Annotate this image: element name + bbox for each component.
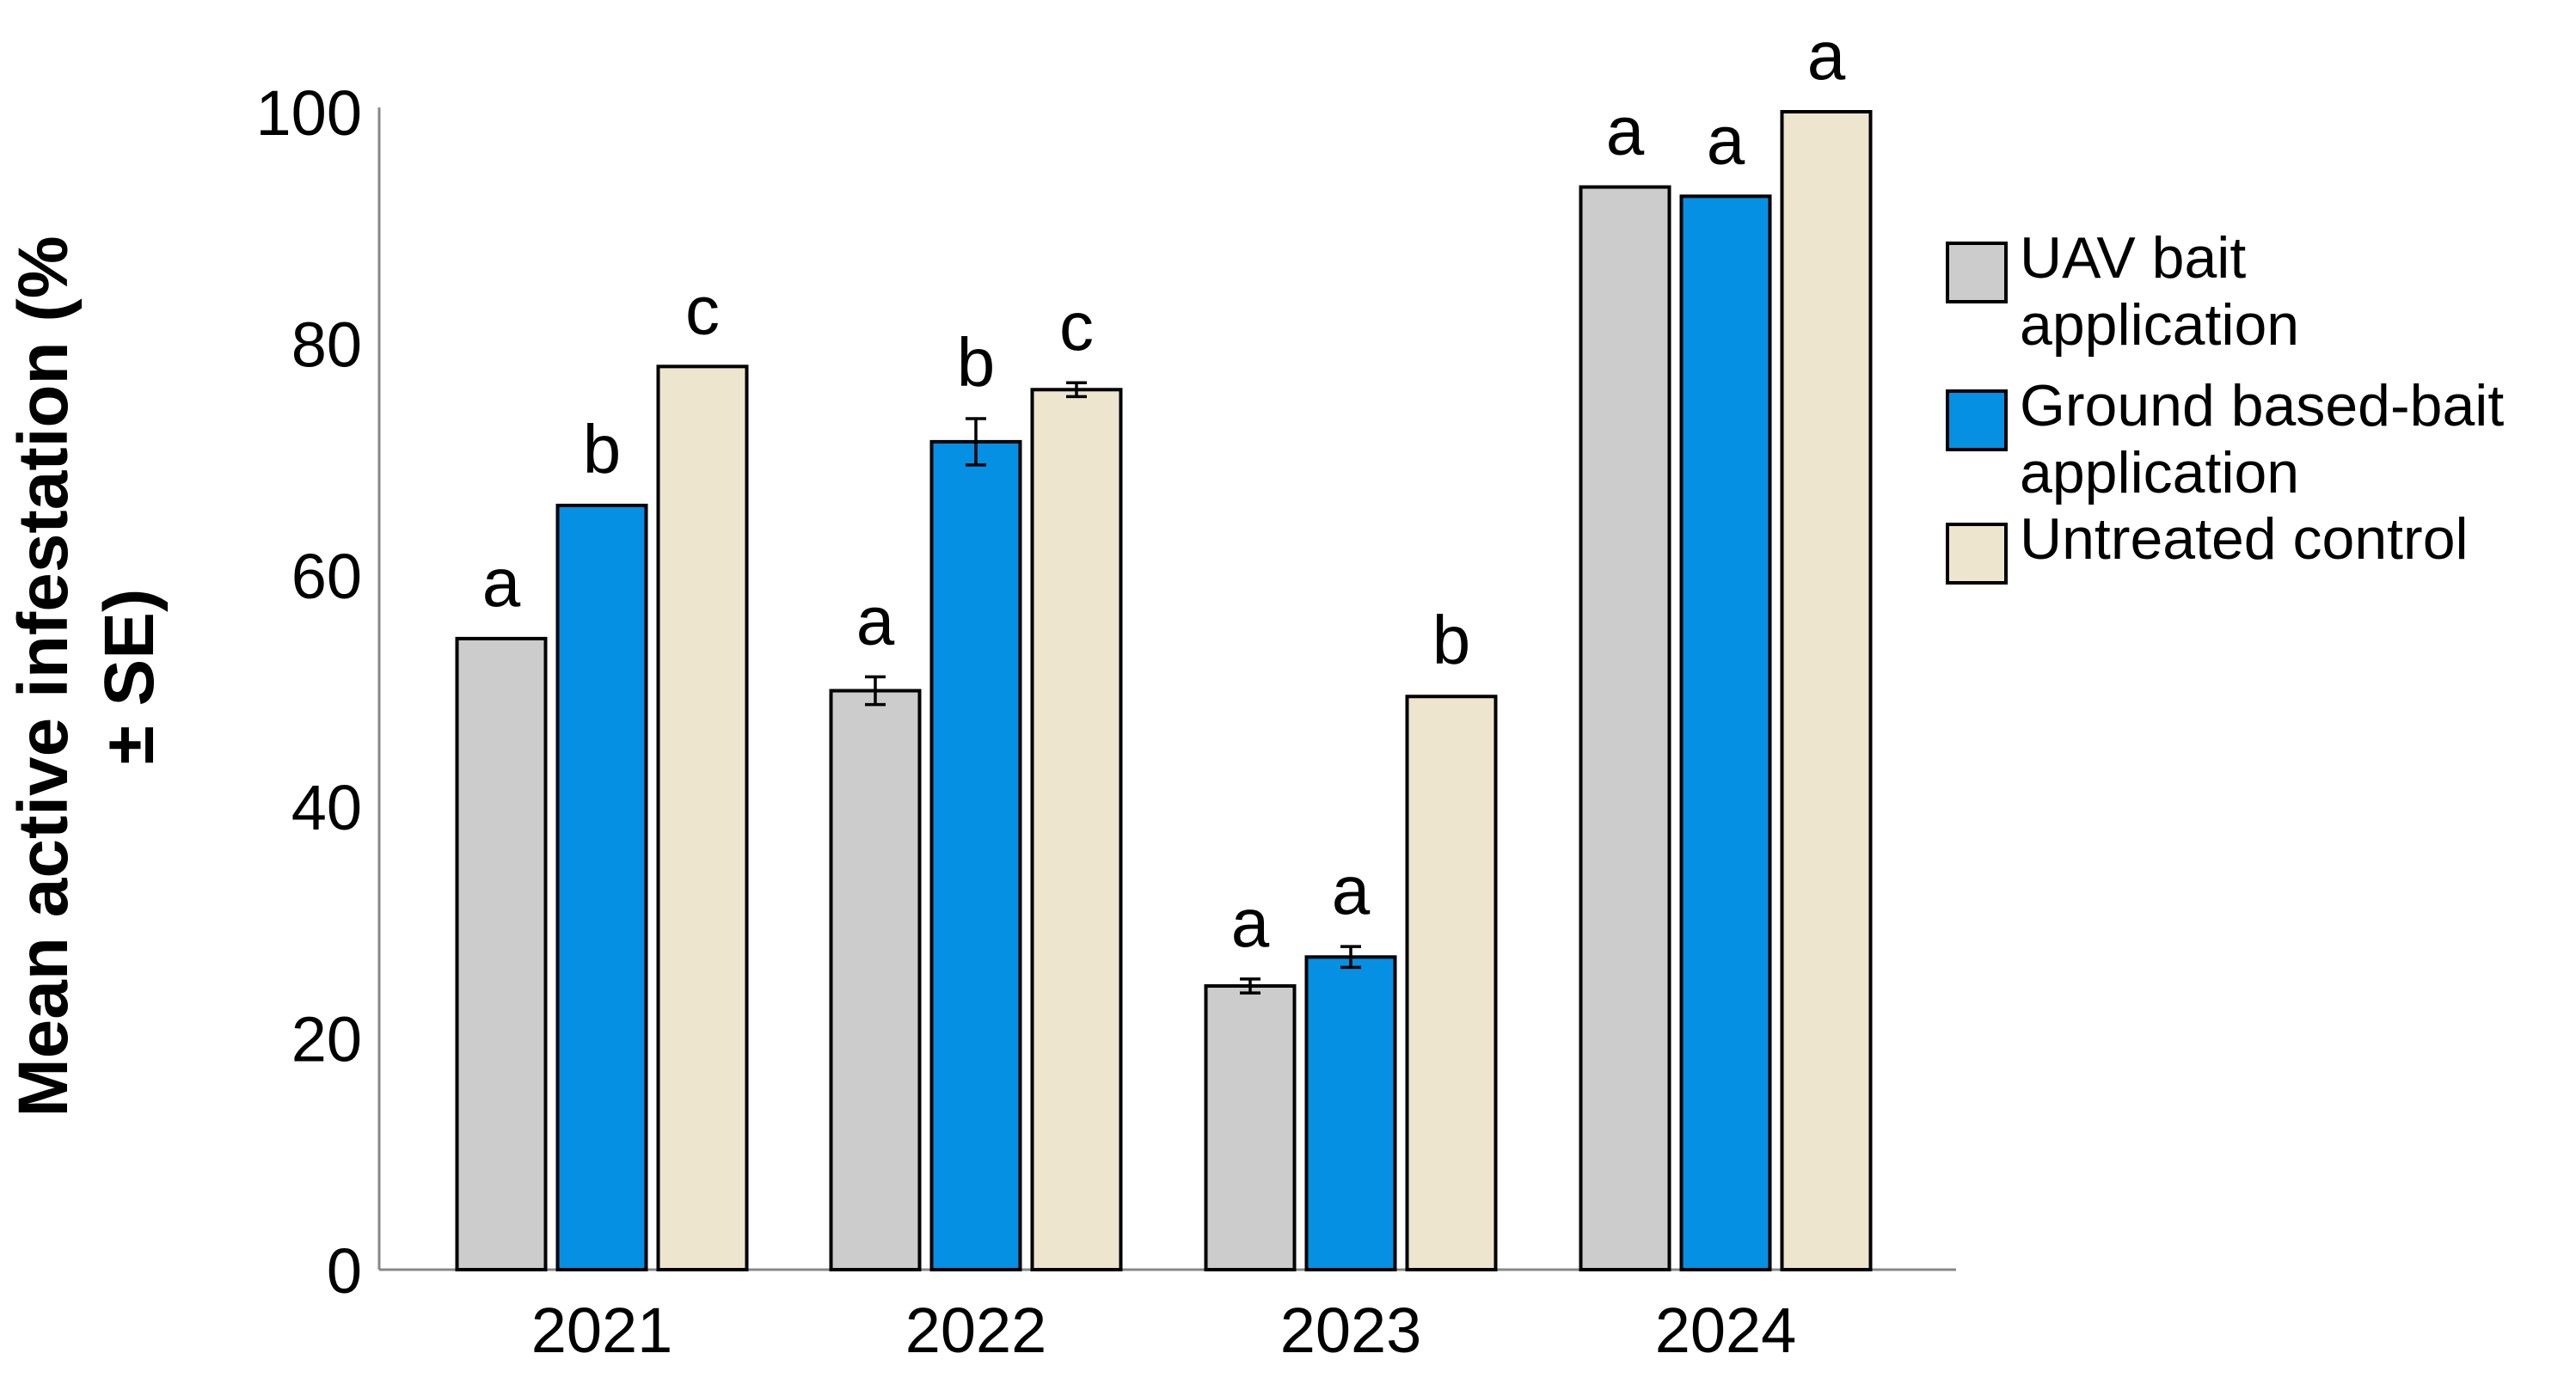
legend-swatch [1946, 242, 2008, 303]
legend-label: Ground based-bait [2020, 373, 2504, 438]
legend-label: application [2020, 292, 2299, 358]
y-tick-label: 40 [291, 772, 362, 843]
significance-letter: a [1807, 17, 1846, 94]
legend-label: UAV bait [2020, 225, 2246, 291]
y-tick-label: 0 [327, 1235, 362, 1307]
y-tick-label: 100 [256, 77, 362, 149]
bar [829, 689, 922, 1271]
x-tick-label: 2022 [905, 1295, 1047, 1366]
y-tick-label: 20 [291, 1004, 362, 1075]
significance-letter: a [856, 582, 895, 658]
legend-label: application [2020, 440, 2299, 505]
significance-letter: b [957, 324, 996, 401]
bar [1304, 955, 1397, 1272]
y-tick-label: 80 [291, 309, 362, 380]
legend-swatch [1946, 389, 2008, 451]
bar [1405, 695, 1498, 1271]
significance-letter: a [1231, 885, 1270, 961]
bar [555, 503, 648, 1271]
significance-letter: c [685, 272, 720, 348]
x-tick-label: 2023 [1280, 1295, 1422, 1366]
bar [1204, 983, 1297, 1271]
significance-letter: a [1707, 101, 1745, 178]
bar [1780, 110, 1873, 1271]
x-tick-label: 2021 [531, 1295, 673, 1366]
y-axis-title-line1: Mean active infestation (% [4, 236, 83, 1117]
significance-letter: c [1059, 288, 1094, 364]
bar [1579, 185, 1671, 1271]
significance-letter: b [583, 411, 622, 487]
legend-swatch [1946, 523, 2008, 585]
significance-letter: a [1606, 93, 1645, 169]
significance-letter: b [1432, 602, 1471, 678]
legend-label: Untreated control [2020, 506, 2469, 572]
bar [1030, 388, 1123, 1271]
significance-letter: a [482, 544, 521, 621]
y-axis-title: Mean active infestation (% ± SE) [4, 236, 169, 1117]
y-tick-label: 60 [291, 541, 362, 612]
x-tick-label: 2024 [1655, 1295, 1797, 1366]
bar [455, 636, 548, 1271]
y-axis-title-line2: ± SE) [90, 589, 169, 764]
bar [1679, 194, 1772, 1271]
bar [656, 364, 749, 1272]
significance-letter: a [1332, 852, 1371, 928]
bar [929, 439, 1022, 1271]
